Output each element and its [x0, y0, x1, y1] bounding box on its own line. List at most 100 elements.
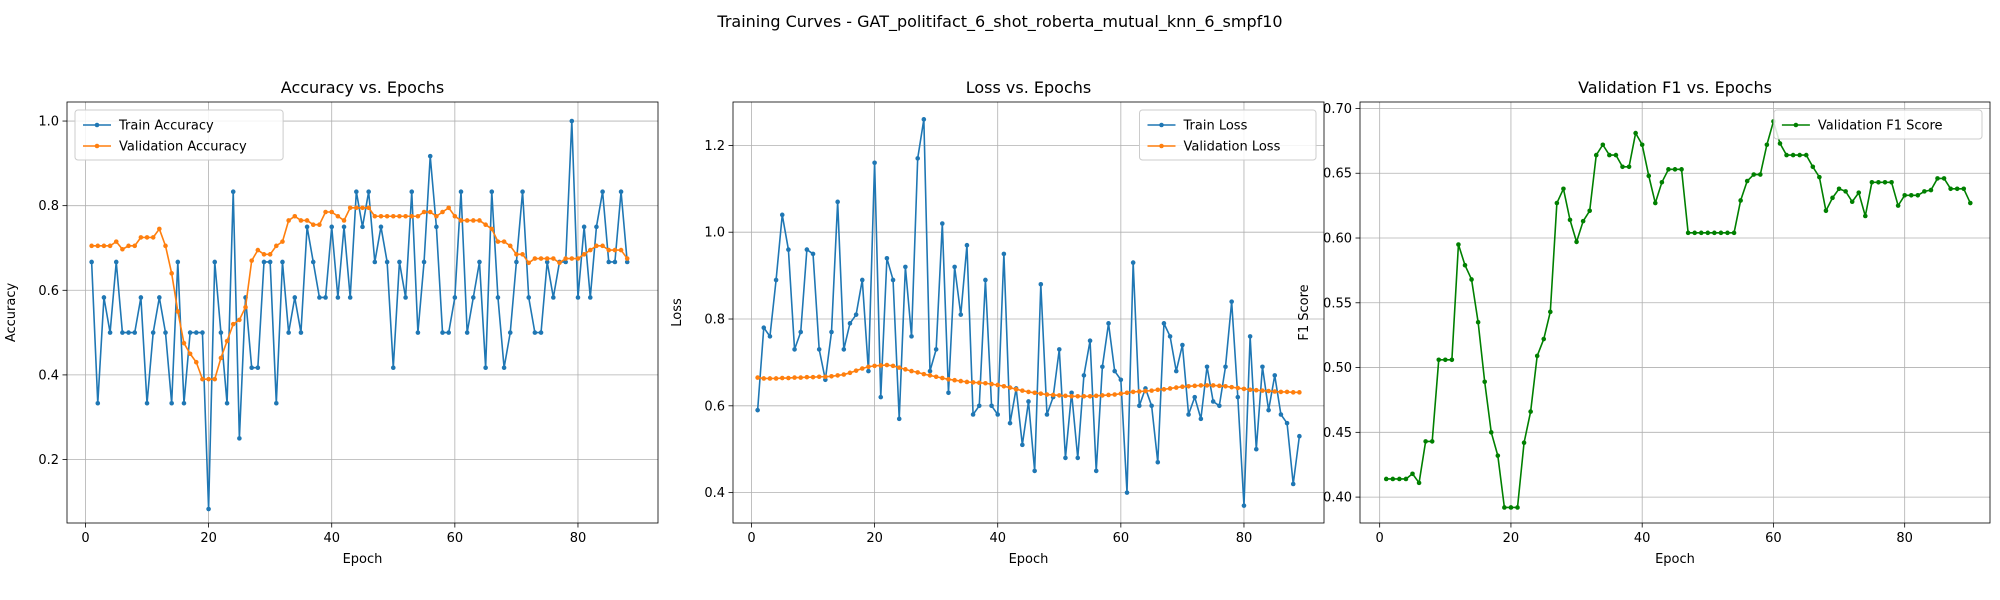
- data-point: [415, 213, 421, 219]
- data-point: [779, 375, 785, 381]
- data-point: [1235, 394, 1241, 400]
- data-point: [366, 189, 371, 194]
- data-point: [520, 252, 525, 257]
- data-point: [594, 224, 599, 230]
- data-point: [1541, 336, 1547, 342]
- data-point: [1106, 321, 1111, 326]
- data-point: [767, 376, 773, 381]
- data-point: [1961, 186, 1967, 192]
- data-point: [163, 330, 168, 335]
- data-point: [946, 377, 951, 382]
- data-point: [89, 259, 94, 265]
- data-point: [1081, 373, 1087, 378]
- y-tick-label: 0.60: [1323, 232, 1352, 247]
- y-tick-label: 0.6: [38, 284, 59, 299]
- data-point: [940, 221, 945, 226]
- data-point: [1515, 505, 1520, 510]
- data-point: [1081, 393, 1087, 399]
- x-tick-label: 80: [1236, 531, 1253, 546]
- legend-box: [1139, 109, 1317, 161]
- data-point: [1803, 152, 1809, 158]
- legend-swatch-marker: [94, 122, 100, 128]
- data-point: [409, 213, 415, 219]
- data-point: [1155, 459, 1161, 465]
- y-tick-label: 0.8: [704, 313, 725, 328]
- data-point: [878, 394, 884, 400]
- data-point: [335, 213, 341, 219]
- data-point: [458, 218, 464, 223]
- data-point: [1149, 388, 1154, 393]
- data-point: [218, 330, 224, 335]
- data-point: [286, 218, 291, 223]
- data-point: [267, 259, 273, 265]
- data-point: [1161, 321, 1167, 326]
- legend-swatch-marker: [94, 143, 100, 149]
- data-point: [1456, 242, 1461, 247]
- data-point: [292, 295, 298, 300]
- y-tick-label: 1.0: [704, 226, 725, 241]
- data-point: [1290, 390, 1296, 395]
- data-point: [915, 370, 920, 375]
- data-point: [587, 295, 593, 300]
- data-point: [600, 189, 605, 194]
- data-point: [95, 243, 101, 249]
- data-point: [181, 400, 187, 406]
- data-point: [390, 213, 396, 219]
- data-point: [1554, 200, 1560, 206]
- y-tick-label: 0.65: [1323, 167, 1352, 182]
- data-point: [1118, 377, 1124, 383]
- data-point: [798, 329, 804, 335]
- data-point: [866, 368, 871, 374]
- data-point: [1692, 230, 1697, 236]
- data-point: [1284, 420, 1290, 426]
- data-point: [606, 247, 612, 253]
- legend-label: Validation Loss: [1184, 140, 1281, 155]
- data-point: [1758, 172, 1763, 177]
- data-point: [1462, 262, 1468, 268]
- data-point: [1253, 446, 1259, 452]
- data-point: [1155, 387, 1161, 393]
- data-point: [1229, 299, 1234, 304]
- data-point: [230, 321, 236, 327]
- data-point: [1751, 172, 1757, 177]
- data-point: [1260, 388, 1265, 393]
- plot-area: [733, 102, 1324, 523]
- data-point: [761, 325, 767, 330]
- x-tick-label: 0: [1376, 531, 1384, 546]
- data-point: [1495, 453, 1501, 458]
- data-point: [193, 330, 199, 335]
- x-tick-label: 80: [570, 531, 587, 546]
- data-point: [1229, 384, 1234, 390]
- data-point: [927, 368, 933, 374]
- data-point: [1180, 384, 1185, 390]
- data-point: [89, 243, 94, 249]
- data-point: [909, 368, 914, 374]
- data-point: [415, 330, 421, 335]
- legend-label: Validation F1 Score: [1818, 119, 1943, 134]
- data-point: [292, 213, 298, 219]
- data-point: [169, 400, 174, 406]
- data-point: [193, 359, 199, 365]
- data-point: [816, 347, 822, 352]
- data-point: [884, 255, 890, 261]
- data-point: [1534, 353, 1540, 359]
- data-point: [1823, 208, 1829, 214]
- data-point: [1653, 200, 1658, 206]
- data-point: [212, 376, 218, 382]
- data-point: [612, 247, 618, 253]
- data-point: [144, 235, 150, 240]
- data-point: [464, 330, 470, 335]
- data-point: [1626, 164, 1632, 170]
- data-point: [434, 224, 439, 230]
- data-point: [786, 375, 791, 381]
- data-point: [594, 243, 599, 249]
- data-point: [458, 189, 464, 194]
- data-point: [940, 375, 945, 381]
- data-point: [1830, 195, 1835, 201]
- data-point: [1666, 167, 1671, 172]
- data-point: [120, 330, 125, 335]
- legend-box: [1773, 109, 1983, 140]
- data-point: [1600, 142, 1606, 148]
- data-point: [286, 330, 291, 335]
- y-tick-label: 0.50: [1323, 361, 1352, 376]
